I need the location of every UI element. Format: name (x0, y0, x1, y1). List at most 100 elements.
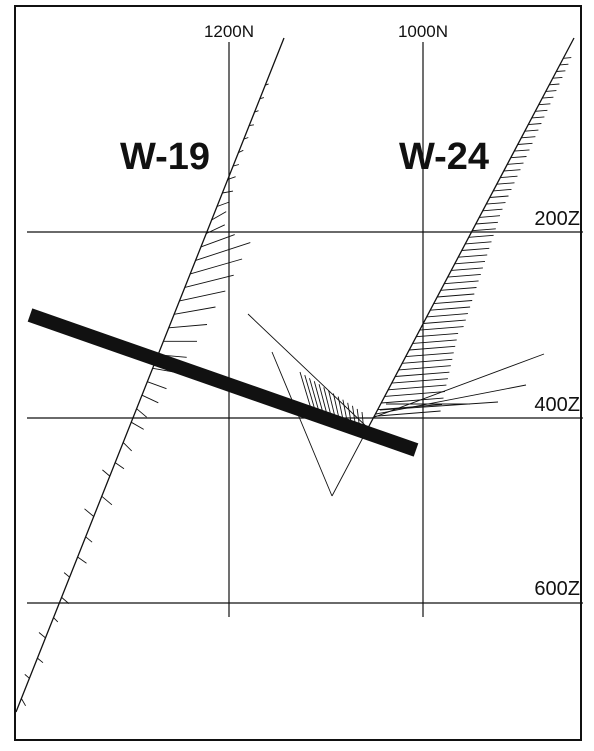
w24-tick (388, 384, 447, 391)
w19-tick (168, 324, 208, 329)
w19-tick (21, 698, 26, 707)
w24-tick (405, 352, 454, 358)
w19-tick (37, 657, 44, 664)
w19-tick (38, 632, 46, 639)
w24-tick-long (371, 353, 545, 419)
w24-tick (412, 339, 457, 344)
w24-tick (496, 182, 515, 185)
well-label-w19: W-19 (120, 136, 210, 178)
w24-tick (531, 116, 545, 119)
w19-tick (265, 83, 269, 86)
w19-tick (232, 164, 240, 167)
w19-tick (216, 201, 230, 207)
well-label-w24: W-24 (399, 136, 489, 178)
w24-tick (419, 326, 464, 331)
w24-tick (430, 306, 471, 311)
w24-tick (514, 149, 530, 152)
well-w24-fan-structure (247, 313, 369, 497)
diagram-border (14, 5, 582, 741)
w19-tick (238, 149, 244, 154)
w19-tick (85, 536, 93, 543)
w24-tick (384, 391, 446, 397)
w24-tick (556, 70, 566, 72)
w24-tick (493, 188, 512, 192)
w24-tick (416, 332, 459, 338)
well-w24 (247, 37, 575, 497)
w19-tick (24, 674, 30, 679)
w24-tick-long (375, 384, 527, 415)
w19-tick (200, 234, 235, 248)
fault-band (27, 308, 419, 457)
w19-tick (77, 556, 87, 564)
w24-tick (528, 123, 542, 126)
w19-tick (211, 211, 227, 221)
fan-edge (247, 313, 369, 429)
w19-tick (147, 381, 167, 390)
w24-tick (521, 136, 536, 139)
w24-tick (500, 175, 518, 179)
w24-tick (458, 254, 488, 258)
w24-tick (517, 142, 533, 145)
w24-tick (447, 273, 481, 278)
w19-tick (222, 190, 234, 194)
fan-hatch (299, 371, 313, 413)
w24-tick (440, 287, 477, 291)
depth-label-200z: 200Z (534, 208, 580, 230)
w19-tick (206, 224, 225, 234)
fan-edge (331, 427, 369, 497)
w19-tick (61, 597, 70, 604)
well-trace-w19 (15, 37, 285, 713)
northing-label-1200n: 1200N (204, 22, 254, 41)
w24-tick (381, 397, 444, 404)
w24-tick (444, 280, 479, 285)
w24-tick (391, 378, 448, 384)
depth-label-400z: 400Z (534, 394, 580, 416)
w19-tick (195, 242, 251, 261)
w24-tick (437, 293, 475, 298)
w24-tick (538, 103, 551, 106)
w19-tick (63, 572, 70, 578)
w24-tick (535, 109, 548, 112)
w19-tick (122, 442, 133, 452)
fan-edge (271, 351, 333, 497)
w19-tick (243, 137, 249, 140)
w24-tick (374, 410, 441, 417)
depth-label-600z: 600Z (534, 578, 580, 600)
w19-tick (101, 495, 113, 506)
w24-tick (482, 208, 503, 212)
w24-tick (479, 215, 501, 218)
w19-tick (254, 110, 259, 113)
w24-tick (402, 358, 453, 364)
w24-tick (563, 57, 572, 59)
w24-tick (545, 90, 557, 92)
w19-tick (174, 306, 216, 315)
w24-tick (461, 247, 490, 251)
w19-tick (102, 469, 111, 477)
w24-tick (552, 76, 563, 79)
well-w24-ticks (371, 57, 572, 419)
w24-tick (409, 345, 456, 351)
well-w19-ticks (21, 83, 269, 707)
w24-tick (423, 319, 466, 324)
w19-tick (84, 508, 94, 517)
w19-tick (130, 421, 144, 430)
grid-lines (27, 42, 583, 617)
w24-tick (468, 234, 494, 238)
w24-tick (475, 221, 498, 225)
w24-tick (472, 228, 496, 232)
w24-tick (510, 156, 527, 159)
w24-tick (503, 169, 521, 172)
w24-tick (524, 129, 539, 132)
w19-tick (249, 124, 254, 127)
w24-tick (433, 300, 473, 305)
w24-tick (465, 241, 492, 245)
w19-tick (53, 617, 59, 623)
w24-tick (507, 162, 524, 165)
w19-tick (114, 462, 125, 470)
well-w19 (15, 37, 285, 713)
w19-tick (259, 97, 265, 100)
w24-tick (398, 365, 451, 371)
w24-tick (559, 63, 569, 66)
w19-tick (141, 394, 159, 404)
